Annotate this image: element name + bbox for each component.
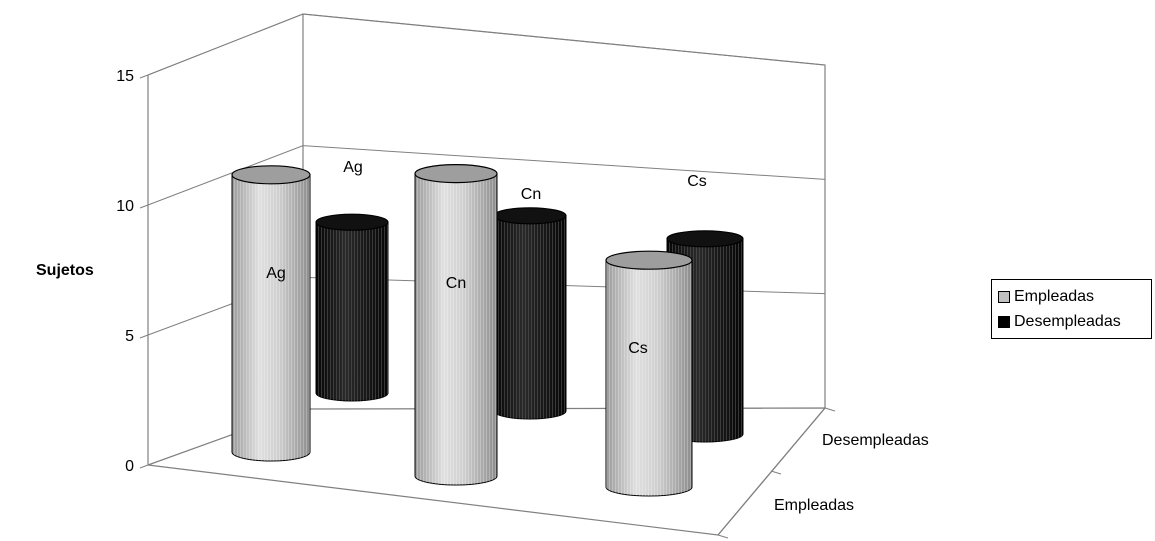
gridline: [148, 14, 825, 75]
bar-top: [494, 208, 566, 224]
depth-axis-label: Empleadas: [774, 497, 854, 514]
bar-texture: [415, 174, 497, 485]
bar-texture: [494, 216, 566, 419]
y-tick-label: 10: [116, 198, 134, 215]
bar-top: [232, 166, 310, 184]
legend-label-empleadas: Empleadas: [1014, 288, 1094, 306]
bar-empleadas-cn: [415, 165, 497, 485]
data-label: Ag: [343, 159, 363, 176]
data-label: Cn: [521, 186, 541, 203]
data-label: Cn: [446, 275, 466, 292]
data-label: Ag: [266, 265, 286, 282]
data-label: Cs: [687, 173, 707, 190]
bar-desempleadas-cn: [494, 208, 566, 419]
y-tick-label: 0: [125, 458, 134, 475]
y-tick-label: 15: [116, 68, 134, 85]
bar-top: [316, 214, 388, 230]
y-tick: [140, 335, 148, 338]
depth-axis: Empleadas Desempleadas: [718, 408, 929, 538]
bar-texture: [606, 260, 692, 496]
data-label: Cs: [628, 340, 648, 357]
bar-empleadas-ag: [232, 166, 310, 461]
depth-axis-label: Desempleadas: [822, 432, 929, 449]
depth-tick: [718, 535, 728, 538]
bar-texture: [316, 222, 388, 401]
y-tick: [140, 205, 148, 208]
depth-tick: [771, 471, 781, 474]
y-axis: 0 5 10 15: [116, 68, 148, 475]
y-axis-title: Sujetos: [36, 262, 94, 280]
legend-swatch-empleadas: [998, 291, 1010, 303]
legend-label-desempleadas: Desempleadas: [1014, 313, 1121, 331]
y-tick-label: 5: [125, 328, 134, 345]
bar-top: [667, 231, 743, 247]
bar-empleadas-cs: [606, 251, 692, 496]
bars: Ag Cn Cs Ag Cn Cs: [232, 159, 743, 496]
bar-texture: [232, 175, 310, 461]
bar-top: [606, 251, 692, 269]
depth-tick: [825, 408, 835, 411]
y-tick: [140, 465, 148, 468]
bar-top: [415, 165, 497, 183]
legend: Empleadas Desempleadas: [991, 279, 1152, 339]
legend-item-desempleadas: Desempleadas: [998, 312, 1121, 332]
legend-swatch-desempleadas: [998, 316, 1010, 328]
legend-item-empleadas: Empleadas: [998, 287, 1094, 307]
y-tick: [140, 75, 148, 78]
bar-desempleadas-ag: [316, 214, 388, 401]
